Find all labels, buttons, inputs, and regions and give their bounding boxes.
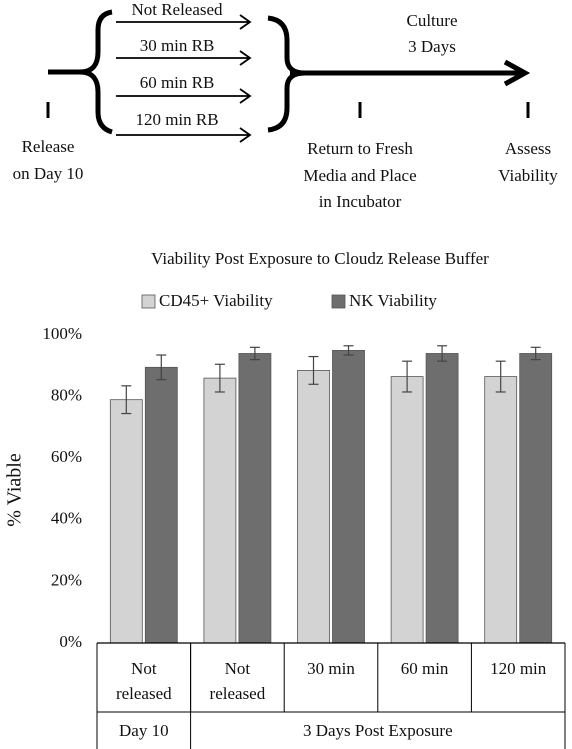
bar [144,366,178,644]
x-tick-label: 60 min [400,659,449,678]
branch-label: 30 min RB [140,36,215,55]
time-ticks [46,102,530,118]
branch-label: Not Released [131,0,223,19]
return-label: Media and Place [303,166,416,185]
bar [425,353,459,644]
culture-label: 3 Days [408,37,456,56]
y-axis-label: % Viable [4,453,26,527]
diagram-shapes [46,9,531,143]
group-label: 3 Days Post Exposure [302,721,453,740]
return-label: in Incubator [319,192,402,211]
bar [203,377,237,644]
y-tick-label: 60% [51,447,82,466]
main-arrow [267,15,531,133]
culture-label: Culture [407,11,458,30]
bar [297,370,330,644]
x-tick-label: 120 min [490,659,547,678]
y-tick-label: 80% [51,386,82,405]
assess-label: Viability [498,166,558,185]
x-tick-label: Not released [209,659,266,703]
bar [484,376,518,644]
legend-swatch [331,294,346,309]
bar [109,399,143,644]
bar [332,349,365,644]
x-tick-label: 30 min [307,659,355,678]
branch-label: 120 min RB [135,110,218,129]
bar [519,353,553,644]
left-brace [48,9,113,135]
branch-label: 60 min RB [140,73,215,92]
return-label: Return to Fresh [307,139,413,158]
release-label: on Day 10 [13,164,84,183]
bar [390,376,424,644]
y-tick-label: 40% [51,509,82,528]
legend-label: NK Viability [349,291,437,310]
legend-label: CD45+ Viability [159,291,273,310]
diagram-text: Not Released 30 min RB 60 min RB 120 min… [13,0,559,211]
y-tick-label: 20% [51,570,82,589]
branch-arrows [116,14,252,143]
bar [238,353,272,644]
legend-swatch [141,294,156,309]
assess-label: Assess [505,139,551,158]
x-tick-label: Not released [115,659,172,703]
release-label: Release [22,137,75,156]
group-label: Day 10 [119,721,169,740]
y-tick-label: 100% [42,324,82,343]
chart-title: Viability Post Exposure to Cloudz Releas… [151,249,489,268]
y-tick-label: 0% [59,632,82,651]
